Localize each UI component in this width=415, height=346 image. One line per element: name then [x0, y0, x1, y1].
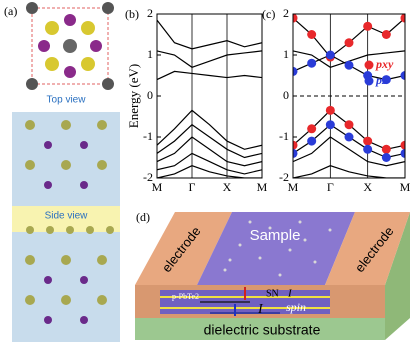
current-label: I: [257, 302, 264, 317]
band-marker: [381, 75, 391, 85]
band: [157, 50, 262, 68]
y-tick-label: -1: [143, 129, 153, 143]
band: [157, 109, 262, 150]
band-marker: [307, 58, 317, 68]
band: [293, 165, 405, 178]
band-marker: [363, 144, 373, 154]
band-marker: [381, 144, 391, 154]
spin-label: spin: [286, 300, 306, 314]
axes-frame: [156, 13, 263, 179]
band-marker: [400, 14, 405, 23]
band: [157, 70, 262, 81]
band-marker: [344, 120, 354, 130]
y-tick-label: -2: [279, 170, 289, 184]
layer-label: p-PbTe2: [172, 292, 199, 301]
y-tick-label: -2: [143, 170, 153, 184]
y-axis-label: Energy (eV): [126, 64, 141, 128]
band: [293, 136, 405, 167]
y-tick-label: 0: [147, 88, 153, 102]
top-view-atoms: [26, 2, 114, 90]
side-view-label: Side view: [45, 211, 89, 222]
band-marker: [400, 71, 405, 80]
x-tick-label: M: [288, 180, 299, 194]
band-marker: [381, 153, 391, 162]
substrate-front: [135, 318, 385, 340]
y-tick-label: 0: [283, 88, 289, 102]
electrode-top: [325, 212, 410, 285]
unit-cell: [31, 7, 109, 85]
band-marker: [293, 14, 298, 23]
x-tick-label: Γ: [189, 180, 196, 194]
sample-dots: [223, 220, 332, 277]
top-view-label: Top view: [47, 95, 87, 106]
panel-label: (a): [4, 4, 17, 18]
x-tick-label: Γ: [327, 180, 334, 194]
band-marker: [307, 136, 317, 146]
y-tick-label: 1: [147, 47, 153, 61]
band-marker: [293, 66, 298, 76]
band-marker: [293, 148, 298, 158]
panel-d: (d) electrode electrode Sample p-PbTe2 S…: [135, 210, 410, 340]
band-marker: [325, 50, 335, 60]
band-marker: [400, 148, 405, 158]
bands: [293, 14, 405, 178]
band-marker: [325, 105, 335, 115]
x-tick-label: M: [257, 180, 268, 194]
y-tick-label: -1: [279, 129, 289, 143]
band-marker: [381, 30, 391, 39]
electrode-top: [135, 212, 232, 285]
band-marker: [293, 140, 298, 150]
current-label: I: [287, 288, 293, 300]
y-tick-label: 2: [147, 6, 153, 20]
legend-label: pxy: [375, 57, 394, 71]
panel-label: (d): [136, 210, 150, 224]
band-marker: [344, 132, 354, 142]
legend-marker: [364, 76, 374, 86]
band-marker: [363, 21, 373, 31]
panel-a: (a) Top view Side view: [4, 2, 120, 342]
band-marker: [400, 140, 405, 150]
band: [157, 19, 262, 50]
side-atoms: [25, 120, 114, 324]
legend-label: pz: [375, 73, 387, 87]
band: [157, 123, 262, 159]
sample-top: [197, 212, 355, 285]
sample-label: Sample: [250, 227, 301, 244]
x-tick-label: X: [223, 180, 232, 194]
band-marker: [307, 124, 317, 134]
y-tick-label: 2: [283, 6, 289, 20]
band: [157, 136, 262, 167]
x-tick-label: M: [400, 180, 411, 194]
substrate-side: [385, 212, 410, 340]
x-tick-label: X: [363, 180, 372, 194]
band-marker: [344, 38, 354, 48]
band-marker: [307, 30, 317, 39]
probe-label: SN: [266, 288, 279, 299]
x-tick-label: M: [152, 180, 163, 194]
band: [157, 152, 262, 175]
legend-marker: [364, 60, 374, 70]
band-marker: [344, 60, 354, 70]
band-marker: [363, 136, 373, 146]
panel-label: (c): [262, 7, 275, 21]
bands: [157, 19, 262, 178]
y-tick-label: 1: [283, 47, 289, 61]
axes-frame: [292, 13, 406, 179]
band: [157, 165, 262, 178]
substrate-label: dielectric substrate: [204, 322, 321, 338]
band-marker: [325, 120, 335, 130]
panel-label: (b): [125, 7, 139, 21]
